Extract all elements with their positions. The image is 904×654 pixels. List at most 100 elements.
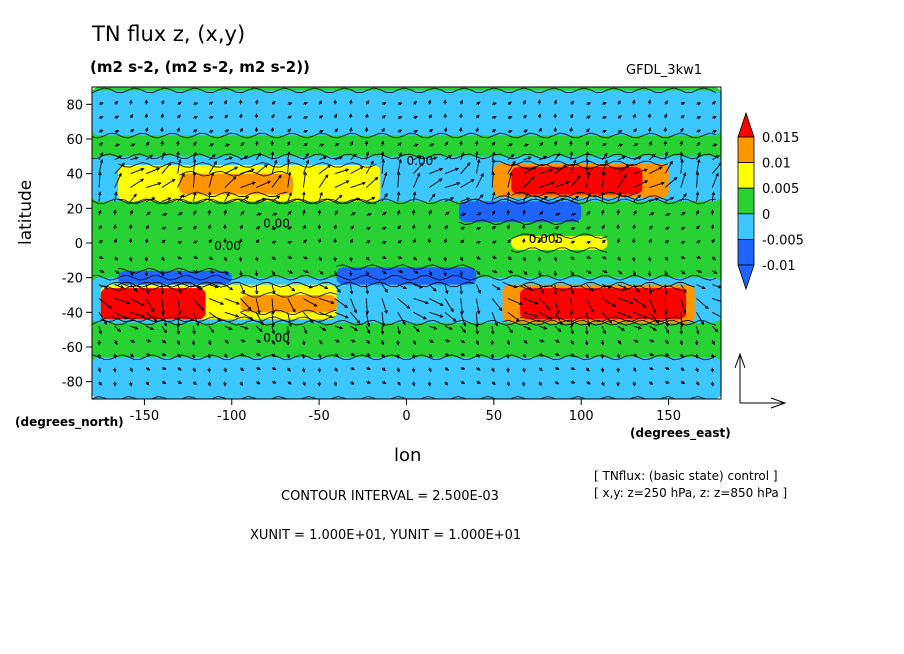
flux-vector-head (272, 366, 277, 371)
flux-vector-head (260, 321, 264, 326)
flux-vector-head (560, 197, 565, 202)
flux-vector-head (245, 196, 250, 200)
flux-vector-head (304, 256, 308, 260)
flux-vector (98, 326, 102, 334)
flux-vector-head (663, 127, 668, 132)
flux-vector-head (694, 354, 699, 359)
flux-vector-head (427, 257, 432, 262)
flux-vector (334, 156, 343, 161)
flux-vector-head (359, 166, 364, 170)
flux-vector-head (399, 269, 404, 274)
flux-vector-head (350, 225, 355, 230)
flux-vector (365, 152, 369, 160)
flux-vector (161, 152, 166, 160)
flux-vector (554, 284, 557, 294)
flux-vector-head (98, 191, 102, 196)
flux-vector-head (291, 287, 296, 292)
flux-vector-head (406, 305, 411, 309)
flux-vector (664, 197, 674, 202)
flux-vector-head (602, 129, 607, 134)
flux-vector-head (304, 102, 308, 106)
flux-vector-head (724, 301, 727, 304)
flux-vector-head (648, 140, 652, 145)
flux-vector-head (366, 240, 371, 244)
flux-vector (145, 154, 153, 161)
flux-vector (617, 174, 627, 188)
flux-vector-head (476, 310, 481, 315)
dataset-info-line1: [ TNflux: (basic state) control ] (594, 469, 778, 483)
flux-vector (413, 155, 421, 161)
flux-vector-head (602, 239, 606, 244)
flux-vector-head (319, 340, 323, 345)
flux-vector-head (462, 212, 467, 217)
flux-vector-head (335, 353, 339, 357)
flux-vector-head (644, 180, 649, 184)
flux-vector-head (537, 113, 542, 118)
flux-vector-head (162, 380, 167, 384)
colorbar-band (737, 136, 755, 164)
flux-vector-head (616, 382, 620, 387)
flux-vector (177, 159, 181, 174)
flux-vector-head (543, 326, 548, 330)
flux-vector-head (192, 330, 196, 335)
flux-vector-head (134, 326, 139, 330)
flux-vector-head (509, 171, 513, 176)
flux-vector-head (462, 322, 467, 327)
flux-vector-head (569, 151, 574, 156)
flux-vector (381, 284, 388, 293)
flux-vector-head (335, 142, 340, 147)
flux-vector-head (209, 256, 214, 260)
flux-vector-head (506, 354, 510, 359)
flux-vector-head (398, 116, 403, 120)
flux-vector (114, 192, 117, 202)
flux-vector-head (364, 127, 369, 132)
flux-vector (365, 326, 371, 334)
flux-vector-head (178, 310, 182, 315)
flux-vector-head (239, 238, 243, 243)
flux-vector-head (523, 271, 528, 276)
contour-line (520, 316, 683, 323)
flux-vector-head (131, 339, 136, 343)
flux-vector-head (428, 368, 432, 373)
flux-vector-head (224, 354, 228, 359)
flux-vector (633, 180, 648, 188)
flux-vector (633, 194, 641, 202)
flux-vector (208, 192, 211, 202)
flux-vector (350, 284, 353, 294)
flux-vector (664, 161, 673, 174)
flux-vector (649, 312, 659, 324)
contour-line (179, 191, 288, 198)
flux-vector-head (492, 240, 497, 244)
flux-vector-head (633, 128, 637, 133)
flux-vector-head (124, 315, 129, 320)
y-tick-label: -80 (62, 376, 83, 391)
flux-vector-head (318, 100, 323, 105)
chart-title: TN flux z, (x,y) (92, 22, 246, 46)
flux-vector-head (286, 341, 290, 346)
flux-vector-head (126, 300, 131, 305)
flux-vector-head (637, 194, 642, 199)
flux-vector-head (209, 101, 214, 105)
flux-vector-head (681, 255, 686, 260)
flux-vector-head (128, 224, 133, 229)
flux-vector (586, 312, 590, 327)
flux-vector-head (650, 212, 655, 216)
flux-vector-head (523, 114, 528, 119)
flux-vector-head (460, 239, 465, 244)
flux-vector-head (681, 102, 686, 106)
flux-vector (586, 298, 594, 313)
flux-vector-head (255, 239, 260, 243)
flux-vector-head (445, 211, 450, 216)
flux-vector (712, 284, 721, 288)
flux-vector (633, 311, 647, 318)
flux-vector-head (585, 151, 590, 156)
flux-vector-head (604, 159, 608, 164)
contour-line (519, 285, 683, 292)
flux-vector-head (244, 326, 249, 330)
flux-vector-head (412, 224, 416, 229)
flux-vector-head (251, 181, 256, 185)
flux-vector-head (460, 310, 464, 315)
flux-vector-head (452, 318, 457, 322)
flux-vector (381, 298, 388, 314)
flux-vector-head (443, 113, 447, 118)
